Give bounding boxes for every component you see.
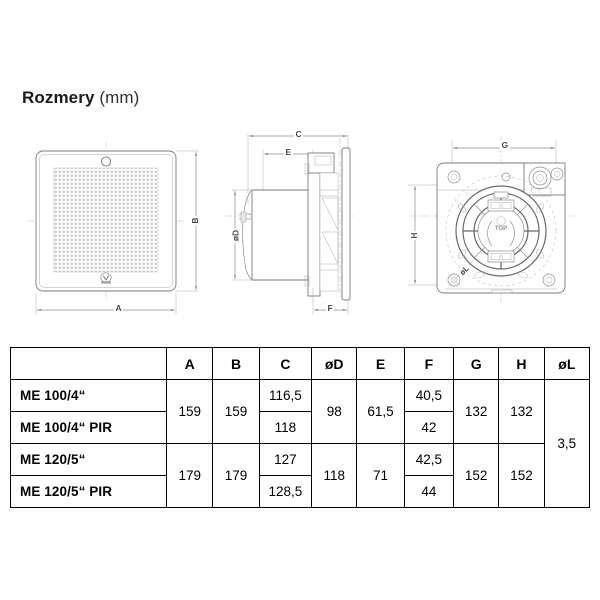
dimension-label-g: G (500, 140, 510, 150)
brand-logo-mark (100, 272, 112, 284)
header-e: E (356, 347, 405, 380)
page-title-unit: (mm) (99, 88, 140, 107)
model-name-me120: ME 120/5“ (9, 443, 168, 476)
page-title: Rozmery (mm) (22, 88, 139, 108)
value-e-me100: 61,5 (356, 379, 405, 444)
dimension-label-a: A (114, 303, 124, 313)
table-row: ME 120/5“ 179 179 127 118 71 42,5 152 15… (9, 443, 590, 508)
model-name-me120-pir: ME 120/5“ PIR (9, 475, 168, 508)
mounting-hole (447, 273, 461, 287)
top-marking: TOP (495, 215, 507, 232)
header-d: øD (311, 347, 358, 380)
mounting-hole (542, 273, 556, 287)
terminal-block (523, 162, 566, 197)
value-f-me100: 40,5 (403, 379, 455, 412)
value-e-me120: 71 (356, 443, 405, 508)
header-f: F (403, 347, 455, 380)
header-h: H (498, 347, 545, 380)
technical-drawings: A B (0, 118, 600, 333)
model-name-me100-pir: ME 100/4“ PIR (9, 411, 168, 444)
dimensions-table: A B C øD E F G H øL ME 100/4“ 159 159 11… (9, 347, 591, 508)
value-b-me120: 179 (212, 443, 260, 508)
header-b: B (212, 347, 260, 380)
rear-view-drawing: TOP (408, 136, 575, 303)
table-header-row: A B C øD E F G H øL (9, 347, 591, 380)
dimension-label-e: E (284, 147, 293, 157)
value-d-me100: 98 (311, 379, 358, 444)
dimension-label-h: H (409, 230, 420, 241)
dimension-label-d: øD (230, 228, 241, 243)
value-a-me120: 179 (166, 443, 214, 508)
dimension-label-b: B (190, 215, 201, 226)
value-c-me120-pir: 128,5 (258, 475, 313, 508)
mounting-hole (447, 170, 461, 184)
value-h-me100: 132 (498, 379, 545, 444)
table-row: ME 100/4“ PIR 118 42 (9, 411, 590, 444)
page-title-main: Rozmery (22, 88, 95, 107)
value-g-me100: 132 (453, 379, 500, 444)
value-f-me100-pir: 42 (403, 411, 455, 444)
value-f-me120-pir: 44 (403, 475, 455, 508)
table-row: ME 100/4“ 159 159 116,5 98 61,5 40,5 132… (9, 379, 591, 508)
header-a: A (166, 347, 214, 380)
header-c: C (258, 347, 313, 380)
svg-text:TOP: TOP (495, 226, 507, 232)
front-view-drawing (28, 142, 199, 314)
side-view-drawing (226, 134, 354, 314)
table-row: ME 120/5“ PIR 128,5 44 (9, 475, 590, 508)
value-f-me120: 42,5 (403, 443, 455, 476)
value-c-me100-pir: 118 (258, 411, 313, 444)
dimension-label-f: F (326, 303, 335, 313)
model-name-me100: ME 100/4“ (9, 379, 168, 412)
value-d-me120: 118 (311, 443, 358, 508)
header-model (9, 347, 168, 380)
value-g-me120: 152 (453, 443, 500, 508)
value-b-me100: 159 (212, 379, 260, 444)
value-h-me120: 152 (498, 443, 545, 508)
value-a-me100: 159 (166, 379, 214, 444)
value-c-me120: 127 (258, 443, 313, 476)
value-l-all: 3,5 (543, 379, 591, 508)
header-g: G (453, 347, 500, 380)
dimension-label-c: C (294, 129, 304, 139)
header-l: øL (543, 347, 591, 380)
value-c-me100: 116,5 (258, 379, 313, 412)
